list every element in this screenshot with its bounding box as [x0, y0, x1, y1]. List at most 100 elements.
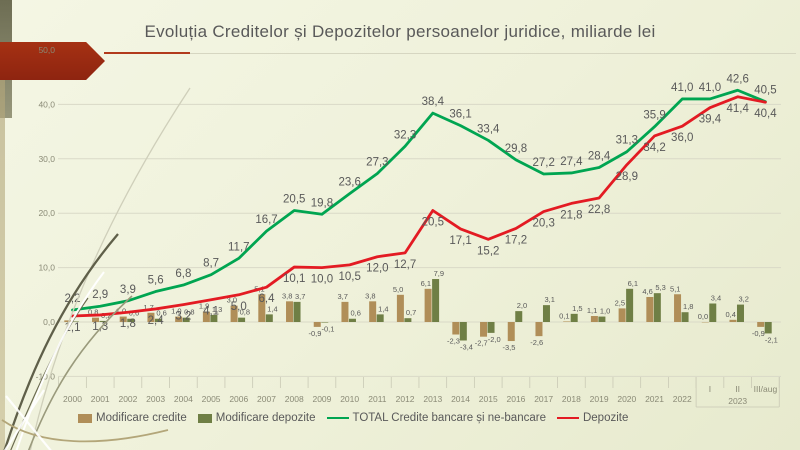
depozite-label-2005: 4,1	[203, 306, 219, 318]
depozite-label-2022: 36,0	[671, 132, 693, 144]
x-category-label: 2022	[673, 394, 692, 404]
y-tick-label: 50,0	[38, 45, 55, 55]
bar-depozite-2011	[376, 314, 384, 322]
bar-credite-2009	[313, 322, 321, 327]
total-credite-label-2012: 32,3	[394, 129, 416, 141]
depozite-label-2008: 10,1	[283, 273, 305, 285]
depozite-label-2003: 2,4	[148, 315, 165, 327]
bar-label-credite: 0,1	[559, 311, 569, 320]
bar-credite-II	[729, 319, 737, 322]
bar-label-credite: 6,1	[421, 279, 431, 288]
bar-credite-2014	[452, 322, 460, 335]
depozite-label-2020: 28,9	[616, 171, 638, 183]
total-credite-label-2018: 27,4	[560, 156, 583, 168]
bar-credite-2010	[341, 301, 349, 322]
bar-label-credite: -2,6	[530, 338, 543, 347]
bar-credite-2022	[674, 294, 682, 322]
bar-credite-2005	[202, 311, 210, 322]
bar-depozite-I	[709, 303, 717, 322]
red-arrow-banner-decoration	[0, 42, 105, 80]
x-category-label: 2016	[506, 394, 525, 404]
depozite-label-II: 41,4	[726, 103, 749, 115]
legend-item-depozite: Depozite	[556, 412, 628, 424]
bar-depozite-2010	[348, 318, 356, 322]
bar-label-depozite: 3,7	[295, 292, 305, 301]
bar-depozite-III/aug	[764, 322, 772, 334]
bar-label-credite: -3,5	[502, 343, 515, 352]
bar-credite-2006	[230, 305, 238, 322]
legend-label-total-credite: TOTAL Credite bancare și ne-bancare	[352, 412, 546, 424]
chart-legend: Modificare credite Modificare depozite T…	[78, 412, 628, 424]
bar-credite-2020	[618, 308, 626, 322]
header-accent-line-red	[104, 52, 190, 54]
bar-label-credite: 3,0	[227, 296, 237, 305]
depozite-label-2021: 34,2	[643, 142, 665, 154]
bar-credite-2008	[286, 301, 294, 322]
bar-credite-2015	[480, 322, 488, 337]
bar-depozite-2021	[653, 293, 661, 322]
depozite-label-2006: 5,0	[231, 301, 247, 313]
bar-label-depozite: -3,4	[460, 342, 473, 351]
bar-label-depozite: 3,2	[738, 295, 748, 304]
bar-label-depozite: -0,1	[321, 325, 334, 334]
x-category-label: I	[709, 384, 711, 394]
depozite-line-swatch	[556, 416, 579, 420]
bar-credite-2013	[424, 288, 432, 322]
y-tick-label: 20,0	[38, 208, 55, 218]
total-credite-label-2016: 29,8	[505, 143, 527, 155]
bar-credite-2018	[563, 321, 571, 322]
bar-label-depozite: 1,0	[600, 307, 610, 316]
bar-label-credite: 1,9	[199, 302, 209, 311]
total-credite-label-2006: 11,7	[228, 241, 250, 253]
depozite-label-2002: 1,8	[120, 318, 136, 330]
x-category-label: 2002	[118, 394, 137, 404]
header-rule-line	[190, 52, 796, 54]
bar-credite-2012	[396, 294, 404, 322]
bar-depozite-2012	[404, 318, 412, 322]
bar-depozite-II	[736, 304, 744, 322]
bar-credite-2019	[590, 316, 598, 322]
depozite-label-2016: 17,2	[505, 234, 527, 246]
bar-label-credite: 0,0	[698, 312, 708, 321]
bar-label-depozite: 0,8	[240, 308, 250, 317]
depozite-label-2000: 1,1	[65, 322, 81, 334]
bar-label-depozite: 0,7	[406, 308, 416, 317]
bar-label-depozite: 1,8	[683, 302, 693, 311]
total-credite-label-2020: 31,3	[616, 135, 638, 147]
x-category-label: 2005	[202, 394, 221, 404]
x-category-label: 2004	[174, 394, 193, 404]
bar-depozite-2007	[265, 314, 273, 322]
x-category-label: II	[735, 384, 740, 394]
bar-depozite-2018	[570, 313, 578, 322]
bar-depozite-2005	[210, 314, 218, 322]
depozite-label-2010: 10,5	[338, 271, 360, 283]
bar-label-credite: 5,1	[670, 284, 680, 293]
bar-credite-2017	[535, 322, 543, 337]
x-category-label: 2020	[617, 394, 636, 404]
depozite-label-2017: 20,3	[532, 218, 554, 230]
x-category-label: 2003	[146, 394, 165, 404]
y-tick-label: 30,0	[38, 154, 55, 164]
total-credite-label-2008: 20,5	[283, 193, 305, 205]
y-tick-label: 10,0	[38, 263, 55, 273]
depozite-label-2001: 1,3	[92, 321, 108, 333]
total-credite-label-2005: 8,7	[203, 258, 219, 270]
y-tick-label: -10,0	[36, 371, 56, 381]
bar-label-depozite: 2,0	[517, 301, 527, 310]
x-category-label: III/aug	[754, 384, 778, 394]
depozite-label-2018: 21,8	[560, 209, 582, 221]
bar-label-credite: -0,9	[308, 329, 321, 338]
x-category-label: 2015	[479, 394, 498, 404]
total-credite-label-III/aug: 40,5	[754, 85, 776, 97]
x-category-label: 2014	[451, 394, 470, 404]
total-credite-label-2022: 41,0	[671, 82, 693, 94]
bar-label-depozite: 1,5	[572, 304, 582, 313]
bar-label-depozite: 3,1	[544, 295, 554, 304]
depozite-label-2015: 15,2	[477, 245, 499, 257]
x-category-label: 2007	[257, 394, 276, 404]
legend-item-modificare-depozite: Modificare depozite	[197, 412, 316, 424]
bar-depozite-2006	[238, 317, 246, 322]
bar-label-depozite: 1,3	[212, 305, 222, 314]
